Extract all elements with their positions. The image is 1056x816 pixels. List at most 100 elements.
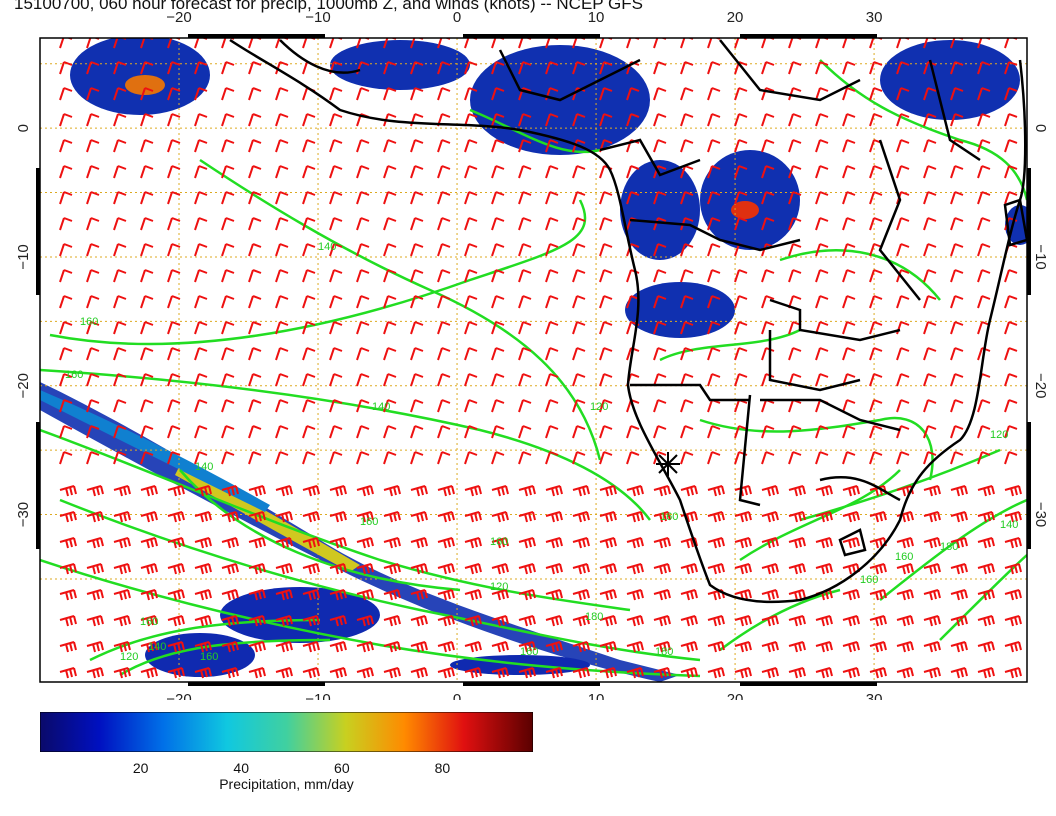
wind-barb	[518, 667, 536, 679]
wind-barb	[599, 191, 613, 205]
wind-barb	[329, 347, 343, 361]
contour-line	[49, 199, 587, 346]
wind-barb	[329, 425, 343, 439]
wind-barb	[815, 373, 829, 387]
wind-barb	[572, 511, 590, 523]
wind-barb	[302, 399, 316, 413]
wind-barb	[653, 615, 671, 627]
wind-barb	[140, 485, 158, 497]
wind-barb	[410, 485, 428, 497]
wind-barb	[977, 425, 991, 439]
wind-barb	[221, 511, 239, 523]
precipitation-areas	[40, 38, 1027, 682]
wind-barb	[302, 373, 316, 387]
wind-barb	[356, 191, 370, 205]
contour-label: 180	[655, 646, 673, 658]
contour-line	[939, 554, 1027, 641]
wind-barb	[59, 217, 73, 231]
wind-barb	[383, 217, 397, 231]
wind-barb	[221, 451, 235, 465]
wind-barb	[410, 615, 428, 627]
wind-barb	[86, 269, 100, 283]
wind-barb	[1004, 269, 1018, 283]
wind-barb	[167, 295, 181, 309]
wind-barb	[734, 139, 748, 153]
wind-barb	[680, 347, 694, 361]
wind-barb	[815, 243, 829, 257]
wind-barb	[680, 87, 694, 101]
wind-barb	[59, 191, 73, 205]
wind-barb	[680, 399, 694, 413]
wind-barb	[356, 615, 374, 627]
wind-barb	[761, 511, 779, 523]
wind-barb	[653, 61, 667, 75]
wind-barb	[572, 295, 586, 309]
wind-barb	[302, 113, 316, 127]
wind-barb	[734, 615, 752, 627]
wind-barb	[275, 537, 293, 549]
wind-barb	[842, 295, 856, 309]
wind-barb	[869, 165, 883, 179]
wind-barb	[977, 451, 991, 465]
wind-barb	[329, 589, 347, 601]
wind-barb	[491, 61, 505, 75]
wind-barb	[761, 61, 775, 75]
wind-barb	[275, 563, 293, 575]
wind-barb	[491, 321, 505, 335]
wind-barb	[437, 511, 455, 523]
wind-barb	[572, 191, 586, 205]
wind-barb	[734, 113, 748, 127]
wind-barb	[410, 61, 424, 75]
wind-barb	[734, 589, 752, 601]
wind-barb	[572, 243, 586, 257]
wind-barb	[167, 321, 181, 335]
wind-barb	[302, 139, 316, 153]
wind-barb	[653, 321, 667, 335]
wind-barb	[788, 191, 802, 205]
wind-barb	[1004, 537, 1022, 549]
wind-barb	[545, 217, 559, 231]
wind-barb	[869, 269, 883, 283]
wind-barb	[599, 243, 613, 257]
wind-barb	[626, 165, 640, 179]
wind-barb	[329, 295, 343, 309]
wind-barb	[113, 87, 127, 101]
wind-barb	[869, 321, 883, 335]
wind-barb	[275, 615, 293, 627]
wind-barb	[977, 165, 991, 179]
wind-barb	[113, 269, 127, 283]
wind-barb	[491, 537, 509, 549]
wind-barb	[680, 61, 694, 75]
top-lon-tick-label: 10	[588, 9, 605, 26]
wind-barb	[221, 269, 235, 283]
wind-barb	[140, 641, 158, 653]
wind-barb	[545, 589, 563, 601]
wind-barb	[653, 139, 667, 153]
wind-barb	[464, 537, 482, 549]
wind-barb	[518, 641, 536, 653]
wind-barb	[896, 295, 910, 309]
wind-barb	[977, 139, 991, 153]
wind-barb	[86, 321, 100, 335]
wind-barb	[383, 641, 401, 653]
wind-barb	[869, 113, 883, 127]
wind-barb	[842, 269, 856, 283]
right-lat-tick-label: −20	[1032, 373, 1049, 398]
precip-blob-congo-core	[731, 201, 759, 219]
wind-barb	[707, 347, 721, 361]
wind-barb	[437, 217, 451, 231]
wind-barb	[707, 425, 721, 439]
top-lon-tick-label: 20	[727, 9, 744, 26]
wind-barb	[734, 87, 748, 101]
wind-barb	[140, 511, 158, 523]
wind-barb	[599, 347, 613, 361]
wind-barb	[383, 373, 397, 387]
wind-barb	[950, 537, 968, 549]
wind-barb	[437, 165, 451, 179]
wind-barb	[59, 425, 73, 439]
wind-barb	[815, 295, 829, 309]
wind-barb	[950, 87, 964, 101]
wind-barb	[923, 87, 937, 101]
wind-barb	[977, 399, 991, 413]
wind-barb	[761, 217, 775, 231]
